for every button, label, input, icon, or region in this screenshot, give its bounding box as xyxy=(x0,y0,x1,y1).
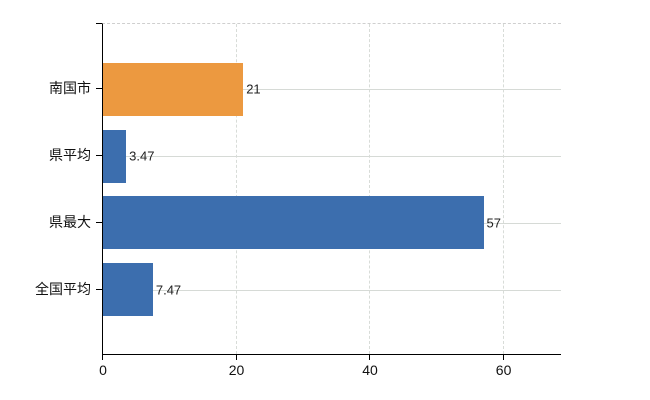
x-axis-tick xyxy=(369,354,371,360)
bar xyxy=(103,196,484,250)
vertical-gridline xyxy=(235,24,237,354)
category-label: 全国平均 xyxy=(35,280,91,297)
bar xyxy=(103,62,244,116)
x-tick-label: 20 xyxy=(228,362,245,378)
bar-value-label: 21 xyxy=(246,81,261,97)
y-axis-top-tick xyxy=(96,23,102,24)
category-label: 県最大 xyxy=(49,213,91,230)
plot-area: 21 3.47 57 7.47 xyxy=(102,23,561,355)
bar xyxy=(103,129,127,183)
vertical-gridline xyxy=(369,24,371,354)
bar xyxy=(103,263,153,317)
y-axis-tick xyxy=(96,288,102,290)
y-axis-tick xyxy=(96,88,102,90)
vertical-gridline xyxy=(502,24,504,354)
bar-value-label: 7.47 xyxy=(155,282,182,298)
category-label: 県平均 xyxy=(49,147,91,164)
horizontal-gridline xyxy=(103,156,561,158)
category-label: 南国市 xyxy=(49,80,91,97)
x-tick-label: 60 xyxy=(495,362,512,378)
horizontal-gridline xyxy=(103,289,561,291)
x-axis-tick xyxy=(235,354,237,360)
y-axis-tick xyxy=(96,221,102,223)
bar-value-label: 57 xyxy=(486,215,502,231)
bar-value-label: 3.47 xyxy=(129,148,155,164)
horizontal-gridline xyxy=(103,89,561,91)
x-axis-tick xyxy=(102,354,103,360)
x-tick-label: 0 xyxy=(99,362,107,378)
x-axis-tick xyxy=(502,354,504,360)
x-tick-label: 40 xyxy=(362,362,378,378)
y-axis-tick xyxy=(96,155,102,157)
